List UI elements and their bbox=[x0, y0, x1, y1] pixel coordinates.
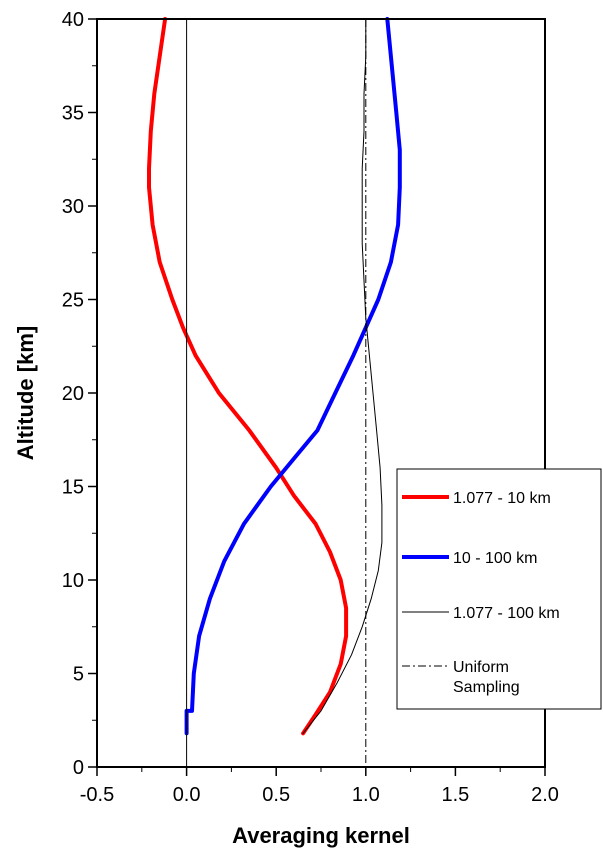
x-tick-label-0: -0.5 bbox=[80, 784, 114, 806]
x-axis-title: Averaging kernel bbox=[232, 823, 410, 848]
legend-box bbox=[396, 468, 602, 710]
x-tick-label-1: 0.0 bbox=[173, 784, 201, 806]
y-tick-label-5: 25 bbox=[62, 290, 84, 312]
legend-label-2: 1.077 - 100 km bbox=[453, 605, 560, 622]
y-tick-label-2: 10 bbox=[62, 570, 84, 592]
legend: 1.077 - 10 km 10 - 100 km 1.077 - 100 km Un… bbox=[396, 468, 602, 710]
x-tick-label-2: 0.5 bbox=[262, 784, 290, 806]
y-tick-label-8: 40 bbox=[62, 9, 84, 31]
y-tick-label-0: 0 bbox=[73, 757, 84, 779]
series-line-2 bbox=[302, 18, 383, 734]
y-axis-title: Altitude [km] bbox=[13, 326, 38, 460]
x-tick-label-3: 1.0 bbox=[352, 784, 380, 806]
x-tick-label-5: 2.0 bbox=[531, 784, 559, 806]
legend-label-3: Uniform Sampling bbox=[453, 659, 520, 696]
x-tick-label-4: 1.5 bbox=[441, 784, 469, 806]
y-tick-label-1: 5 bbox=[73, 664, 84, 686]
y-tick-label-3: 15 bbox=[62, 477, 84, 499]
reference-lines-layer bbox=[186, 19, 367, 767]
y-tick-label-6: 30 bbox=[62, 196, 84, 218]
series-layer bbox=[147, 17, 402, 736]
series-line-0 bbox=[147, 17, 349, 736]
series-line-1 bbox=[184, 17, 402, 736]
legend-label-0: 1.077 - 10 km bbox=[453, 490, 551, 507]
y-tick-label-7: 35 bbox=[62, 103, 84, 125]
legend-label-1: 10 - 100 km bbox=[453, 550, 537, 567]
y-tick-label-4: 20 bbox=[62, 383, 84, 405]
axis-ticks: -0.5 0.0 0.5 1.0 1.5 2.0 0 5 10 15 20 25 30 35 40 bbox=[62, 9, 559, 806]
